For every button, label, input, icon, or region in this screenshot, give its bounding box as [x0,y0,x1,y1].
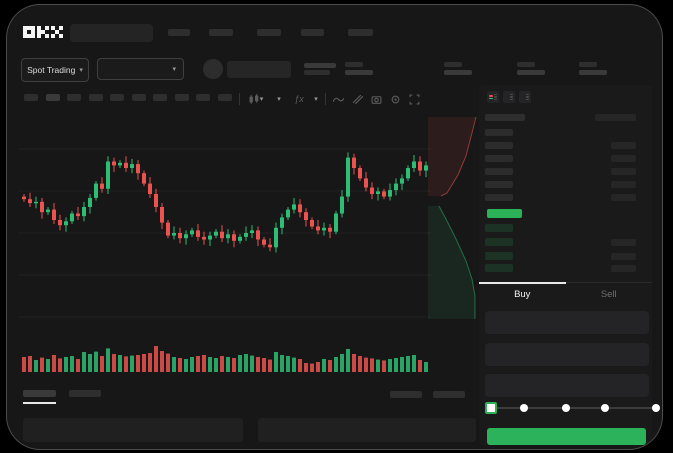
last-price-placeholder [227,61,291,78]
search-input[interactable] [70,24,153,42]
bottom-tab-active[interactable] [23,390,56,397]
tab-buy[interactable]: Buy [479,281,566,305]
settings-gear-icon[interactable] [388,92,402,106]
ask-price-cell[interactable] [485,168,513,175]
bid-price-cell[interactable] [485,252,513,260]
timeframe-slot[interactable] [196,94,210,101]
market-type-dropdown[interactable]: Spot Trading ▾ [21,58,89,82]
slider-stop[interactable] [652,404,660,412]
ticker-stat-value [444,70,472,75]
nav-item[interactable] [257,29,281,36]
ticker-stat-label [517,62,535,67]
bottom-action-slot[interactable] [390,391,422,398]
order-amount-input[interactable] [485,343,649,366]
ask-amount-cell [611,142,636,149]
bid-amount-cell [611,253,636,260]
bottom-tab[interactable] [69,390,101,397]
ask-amount-cell [611,155,636,162]
bottom-panel-right [258,418,476,442]
bid-price-cell[interactable] [485,224,513,232]
bottom-tab-underline [23,402,56,404]
ask-amount-cell [611,168,636,175]
chevron-down-icon: ▾ [79,67,83,74]
book-asks-icon[interactable] [519,91,531,103]
nav-item[interactable] [348,29,373,36]
line-icon[interactable] [331,92,345,106]
slider-stop[interactable] [601,404,609,412]
price-sub-placeholder [304,70,330,75]
market-type-label: Spot Trading [27,65,76,75]
tab-sell[interactable]: Sell [600,288,617,300]
order-price-input[interactable] [485,311,649,334]
depth-strip [428,116,477,319]
slider-stop[interactable] [562,404,570,412]
timeframe-slot[interactable] [131,94,146,101]
slider-stop[interactable] [485,402,497,414]
nav-item[interactable] [301,29,324,36]
timeframe-slot[interactable] [217,94,232,101]
book-combined-icon[interactable] [487,91,499,103]
timeframe-slot[interactable] [67,94,81,101]
last-price-badge[interactable] [487,209,522,218]
slider-stop[interactable] [520,404,528,412]
amount-slider-track[interactable] [491,407,656,409]
timeframe-slot[interactable] [153,94,167,101]
ticker-stat-label [579,62,597,67]
bid-price-cell[interactable] [485,264,513,272]
ask-price-cell[interactable] [485,142,513,149]
chevron-down-icon: ▾ [314,96,318,103]
price-sub-placeholder [304,63,336,68]
compare-dropdown-icon[interactable]: ▾ [309,92,323,106]
ask-price-cell[interactable] [485,155,513,162]
interval-dropdown-icon[interactable]: ▾ [270,92,288,106]
book-bids-icon[interactable] [503,91,515,103]
timeframe-slot[interactable] [24,94,38,101]
ticker-stat-value [579,70,607,75]
candlestick-chart[interactable] [19,109,431,379]
camera-icon[interactable] [369,92,383,106]
chart-style-icon[interactable]: ▾ [245,92,267,106]
bottom-panel-left [23,418,243,442]
nav-item[interactable] [168,29,190,36]
bottom-action-slot[interactable] [433,391,465,398]
coin-avatar [203,59,223,79]
ruler-icon[interactable] [350,92,364,106]
ticker-stat-value [517,70,545,75]
pair-select-dropdown[interactable]: ▾ [97,58,184,80]
ask-amount-cell [611,181,636,188]
ticker-stat-label [345,62,363,67]
chevron-down-icon: ▾ [259,96,264,103]
order-total-input[interactable] [485,374,649,397]
trade-tabs: Buy Sell [479,281,652,305]
timeframe-slot[interactable] [45,94,60,101]
submit-buy-button[interactable] [487,428,646,445]
bid-amount-cell [611,265,636,272]
timeframe-slot[interactable] [174,94,189,101]
app-screen: Spot Trading ▾ ▾ ▾ ▾ ƒx ▾ [6,4,663,450]
fullscreen-icon[interactable] [407,92,421,106]
chevron-down-icon: ▾ [277,96,281,103]
ask-amount-cell [611,194,636,201]
ask-price-cell[interactable] [485,194,513,201]
chevron-down-icon: ▾ [172,66,176,73]
ask-price-cell[interactable] [485,129,513,136]
ticker-stat-label [444,62,462,67]
orderbook-header-price [485,114,525,121]
bid-amount-cell [611,239,636,246]
ask-price-cell[interactable] [485,181,513,188]
timeframe-slot[interactable] [110,94,124,101]
ticker-stat-value [345,70,373,75]
bid-price-cell[interactable] [485,238,513,246]
okx-logo [23,26,63,38]
orderbook-header-amount [595,114,636,121]
nav-item[interactable] [209,29,233,36]
indicators-fx-icon[interactable]: ƒx [294,94,304,104]
timeframe-slot[interactable] [88,94,103,101]
